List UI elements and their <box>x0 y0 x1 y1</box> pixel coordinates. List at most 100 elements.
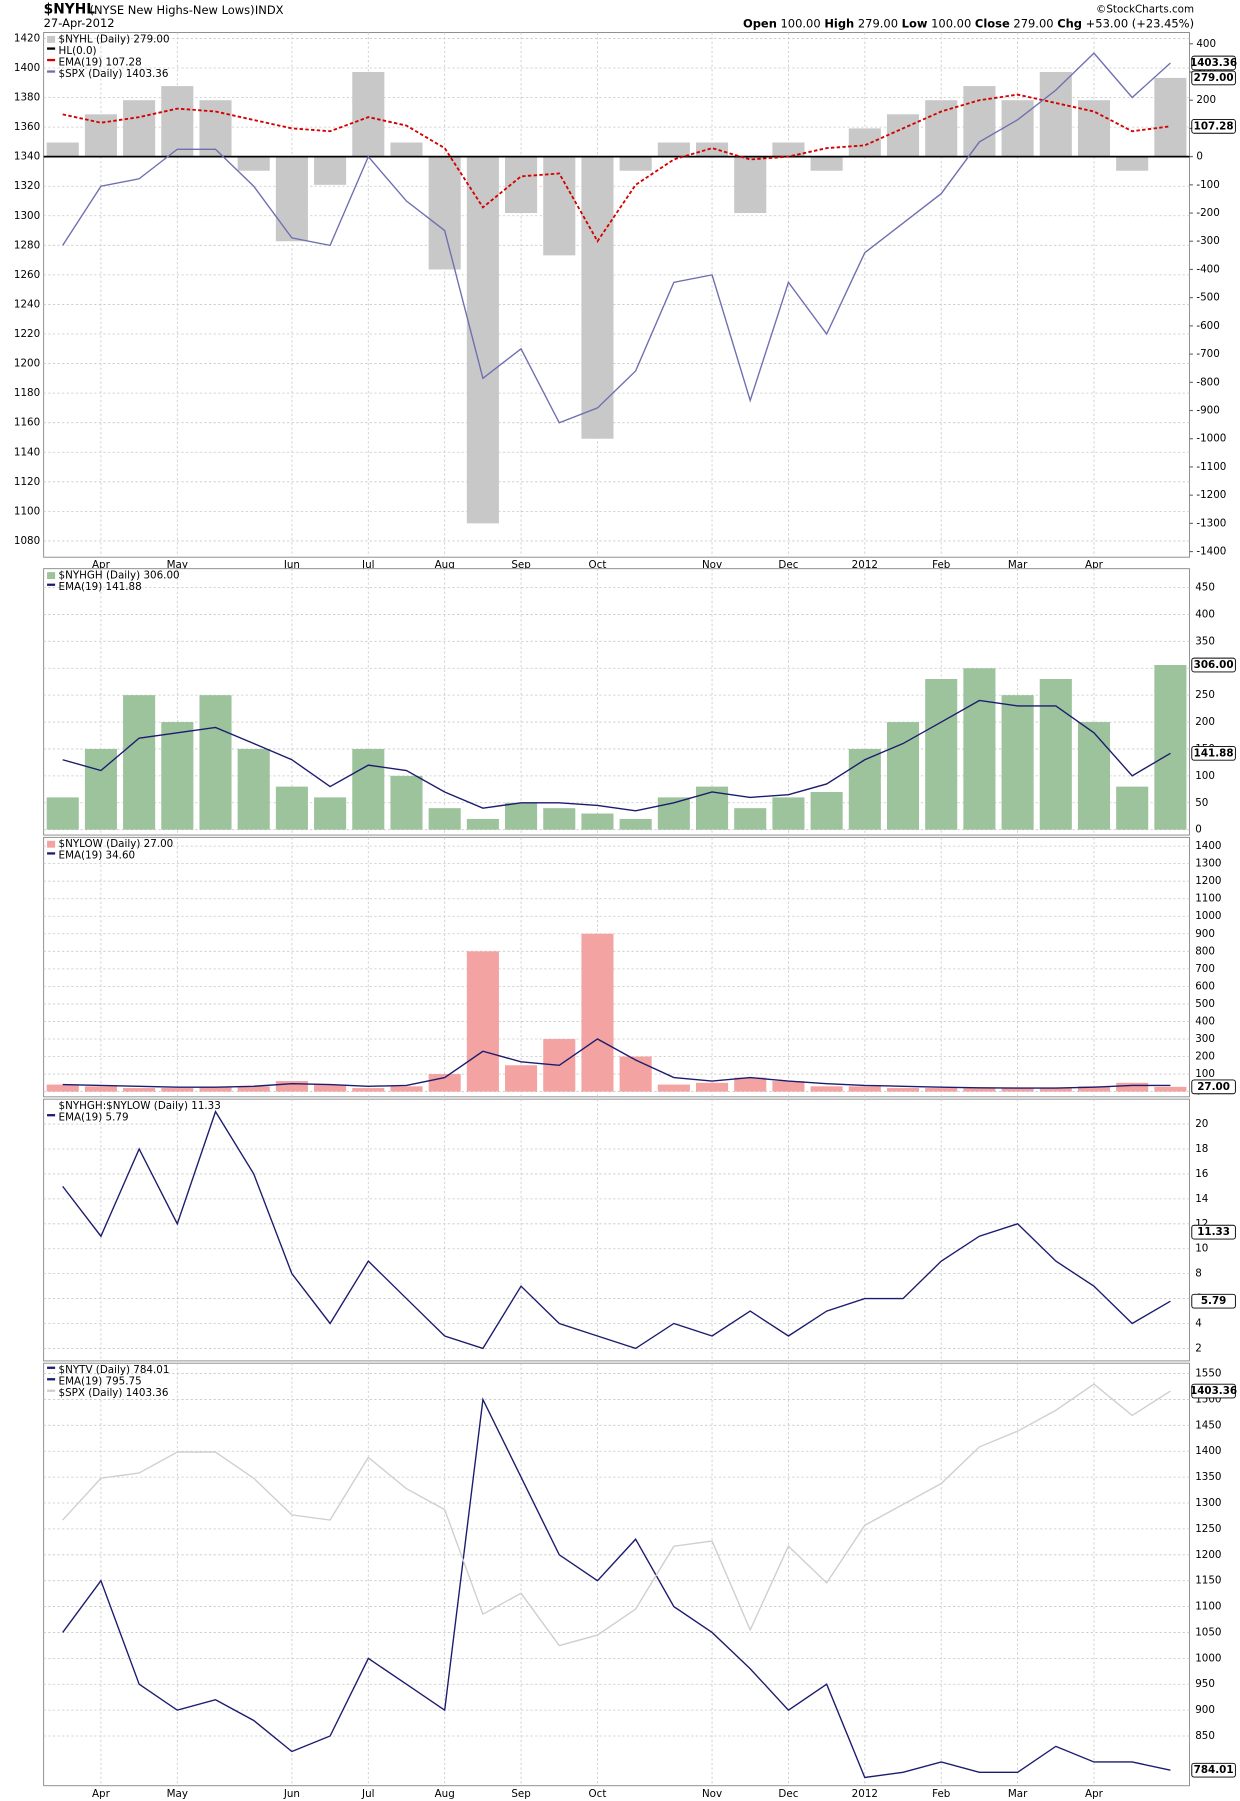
value-box <box>1191 1079 1236 1095</box>
y-tick-label: 1400 <box>1195 1445 1221 1457</box>
y-tick-label: 1200 <box>1195 1549 1221 1561</box>
y2-tick-label: -700 <box>1196 348 1219 360</box>
y-tick-label: 400 <box>1195 1015 1215 1027</box>
ohlc-value: +53.00 (+23.45%) <box>1086 16 1194 30</box>
y-tick-label: 900 <box>1195 928 1215 940</box>
y-tick-label: 20 <box>1195 1118 1208 1130</box>
legend-swatch <box>47 47 56 50</box>
y-tick-label: 1150 <box>1195 1575 1221 1587</box>
bar <box>543 808 576 830</box>
bar <box>199 695 232 830</box>
bar <box>886 722 920 830</box>
symbol: $NYHL <box>44 2 96 18</box>
bar <box>314 797 347 830</box>
y-tick-label: 1300 <box>1195 1497 1221 1509</box>
y2-tick-label: -600 <box>1196 320 1219 332</box>
legend-label: EMA(19) 107.28 <box>59 56 142 68</box>
y-tick-label: 4 <box>1195 1318 1202 1330</box>
x-tick-label: 2012 <box>852 1788 878 1800</box>
y-tick-label: 1050 <box>1195 1626 1221 1638</box>
value-box-label: 279.00 <box>1194 72 1234 84</box>
value-box <box>1191 1762 1236 1778</box>
bar <box>46 797 79 830</box>
y-tick-label: 1420 <box>14 32 40 44</box>
bar <box>466 818 499 830</box>
bar <box>237 1086 270 1092</box>
y2-tick-label: -100 <box>1196 179 1219 191</box>
bar <box>1154 1086 1187 1092</box>
bar <box>543 156 576 256</box>
y2-tick-label: -1000 <box>1196 433 1226 445</box>
bar <box>848 128 881 157</box>
y2-tick-label: -500 <box>1196 292 1219 304</box>
y-tick-label: 1000 <box>1195 910 1221 922</box>
y-tick-label: 1450 <box>1195 1419 1221 1431</box>
bar <box>619 818 652 830</box>
value-box-label: 141.88 <box>1194 747 1234 759</box>
y2-tick-label: 400 <box>1196 38 1216 50</box>
bar <box>619 156 652 171</box>
bar <box>275 156 308 242</box>
x-tick-label: Feb <box>932 1788 950 1800</box>
y2-tick-label: -1300 <box>1196 517 1226 529</box>
x-tick-label: Dec <box>778 1788 798 1800</box>
x-tick-label: Sep <box>511 1788 530 1800</box>
line <box>62 1038 1171 1089</box>
y-tick-label: 1200 <box>14 358 40 370</box>
bar <box>428 1074 461 1092</box>
value-box <box>1191 1224 1236 1240</box>
bar <box>886 114 920 157</box>
legend-label: $NYHGH (Daily) 306.00 <box>59 570 180 582</box>
bar <box>657 1084 690 1092</box>
y-tick-label: 800 <box>1195 945 1215 957</box>
bar <box>734 1077 767 1092</box>
line <box>62 93 1171 243</box>
bar <box>734 156 767 214</box>
bar <box>581 813 614 830</box>
bar <box>810 792 843 830</box>
legend-swatch <box>47 1114 56 1117</box>
value-box <box>1191 70 1236 86</box>
bar <box>963 86 996 157</box>
bar <box>696 142 729 157</box>
ohlc-label: Open <box>743 16 777 30</box>
description: (NYSE New Highs-New Lows) <box>90 3 255 17</box>
y-tick-label: 900 <box>1195 1704 1215 1716</box>
bar <box>772 1081 805 1092</box>
value-box <box>1191 745 1236 761</box>
bar <box>1001 1088 1034 1092</box>
y-tick-label: 1360 <box>14 121 40 133</box>
panel-frame <box>43 32 1190 558</box>
y-tick-label: 1220 <box>14 328 40 340</box>
x-tick-label: Mar <box>1008 1788 1028 1800</box>
y-tick-label: 1000 <box>1195 1652 1221 1664</box>
value-box <box>1191 119 1236 134</box>
y-tick-label: 1280 <box>14 239 40 251</box>
bar <box>1039 1088 1072 1092</box>
y-tick-label: 18 <box>1195 1143 1208 1155</box>
bar <box>428 808 461 830</box>
bar <box>1116 156 1149 171</box>
panel-frame <box>43 1362 1190 1787</box>
y-tick-label: 1550 <box>1195 1368 1221 1380</box>
bar <box>848 1086 881 1092</box>
legend-swatch <box>47 35 56 43</box>
y-tick-label: 0 <box>1195 824 1202 836</box>
value-box-label: 11.33 <box>1197 1226 1230 1238</box>
value-box-label: 784.01 <box>1194 1764 1234 1776</box>
ohlc-value: 100.00 <box>781 16 821 30</box>
y-tick-label: 100 <box>1195 1068 1215 1080</box>
y-tick-label: 1340 <box>14 151 40 163</box>
legend-label: EMA(19) 34.60 <box>59 850 136 862</box>
x-tick-label: Nov <box>702 1788 722 1800</box>
y-tick-label: 600 <box>1195 980 1215 992</box>
bar <box>581 156 614 439</box>
bar <box>1077 100 1111 157</box>
bar <box>925 100 958 157</box>
line <box>62 1383 1171 1647</box>
x-tick-label: Oct <box>589 1788 607 1800</box>
value-box-label: 27.00 <box>1197 1081 1230 1093</box>
ohlc-label: High <box>824 16 854 30</box>
y-tick-label: 14 <box>1195 1193 1208 1205</box>
x-tick-label: May <box>167 1788 188 1800</box>
